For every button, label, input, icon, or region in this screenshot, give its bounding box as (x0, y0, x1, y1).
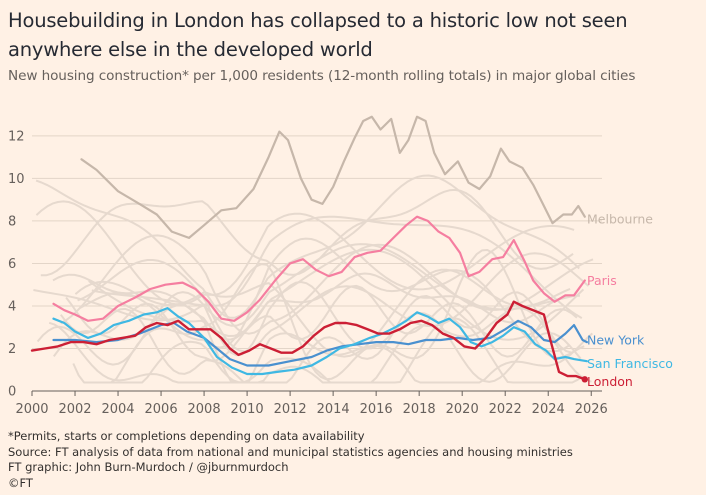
axes: 0 2 4 6 8 10 12 2000 2002 2004 2006 2008 2010 2012 201… (8, 129, 608, 417)
y-tick-label: 4 (8, 299, 16, 314)
x-tick-label: 2000 (15, 402, 48, 417)
san-francisco-label: San Francisco (587, 356, 673, 371)
background-city-line (74, 268, 571, 358)
melbourne-line (80, 115, 586, 239)
gridlines (32, 135, 602, 349)
background-city-line (79, 237, 570, 353)
x-tick-label: 2020 (446, 402, 479, 417)
x-tick-label: 2012 (274, 402, 307, 417)
background-city-line (36, 281, 582, 383)
background-city-line (77, 252, 590, 353)
background-series (33, 174, 594, 384)
y-tick-label: 0 (8, 385, 16, 400)
london-endpoint-dot (581, 376, 588, 383)
background-city-line (33, 215, 583, 322)
background-city-line (35, 200, 575, 306)
x-tick-label: 2022 (489, 402, 522, 417)
background-city-line (52, 272, 580, 341)
y-tick-label: 8 (8, 214, 16, 229)
x-tick-label: 2024 (532, 402, 565, 417)
footnote-copyright: ©FT (8, 476, 33, 491)
x-tick-label: 2010 (231, 402, 264, 417)
y-tick-label: 10 (8, 172, 25, 187)
x-tick-label: 2016 (360, 402, 393, 417)
london-label: London (587, 374, 633, 389)
series-labels: Melbourne Paris New York San Francisco Londo… (587, 211, 673, 389)
y-tick-label: 6 (8, 257, 16, 272)
x-tick-label: 2008 (188, 402, 221, 417)
x-tick-label: 2006 (145, 402, 178, 417)
y-tick-label: 2 (8, 342, 16, 357)
highlighted-series (30, 115, 588, 383)
chart-subtitle: New housing construction* per 1,000 resi… (8, 68, 636, 84)
footnote-source: Source: FT analysis of data from nationa… (8, 444, 573, 459)
background-city-line (65, 284, 578, 362)
chart-title: Housebuilding in London has collapsed to… (8, 9, 628, 61)
paris-label: Paris (587, 273, 617, 288)
san-francisco-line (52, 307, 588, 376)
background-city-line (72, 249, 585, 384)
footnote-definition: *Permits, starts or completions dependin… (8, 429, 365, 443)
line-chart: 0 2 4 6 8 10 12 2000 2002 2004 2006 2008 2010 2012 201… (8, 115, 673, 417)
footnotes: *Permits, starts or completions dependin… (8, 429, 698, 492)
y-tick-label: 12 (8, 129, 25, 144)
x-tick-label: 2002 (58, 402, 91, 417)
background-city-line (48, 321, 593, 384)
new-york-label: New York (587, 332, 645, 347)
background-city-line (35, 174, 580, 319)
london-line (30, 300, 586, 381)
paris-line (52, 215, 586, 322)
x-tick-label: 2018 (403, 402, 436, 417)
x-tick-label: 2026 (575, 402, 608, 417)
x-tick-label: 2004 (101, 402, 134, 417)
footnote-credit: FT graphic: John Burn-Murdoch / @jburnmu… (8, 460, 289, 475)
melbourne-label: Melbourne (587, 211, 653, 226)
x-tick-label: 2014 (317, 402, 350, 417)
